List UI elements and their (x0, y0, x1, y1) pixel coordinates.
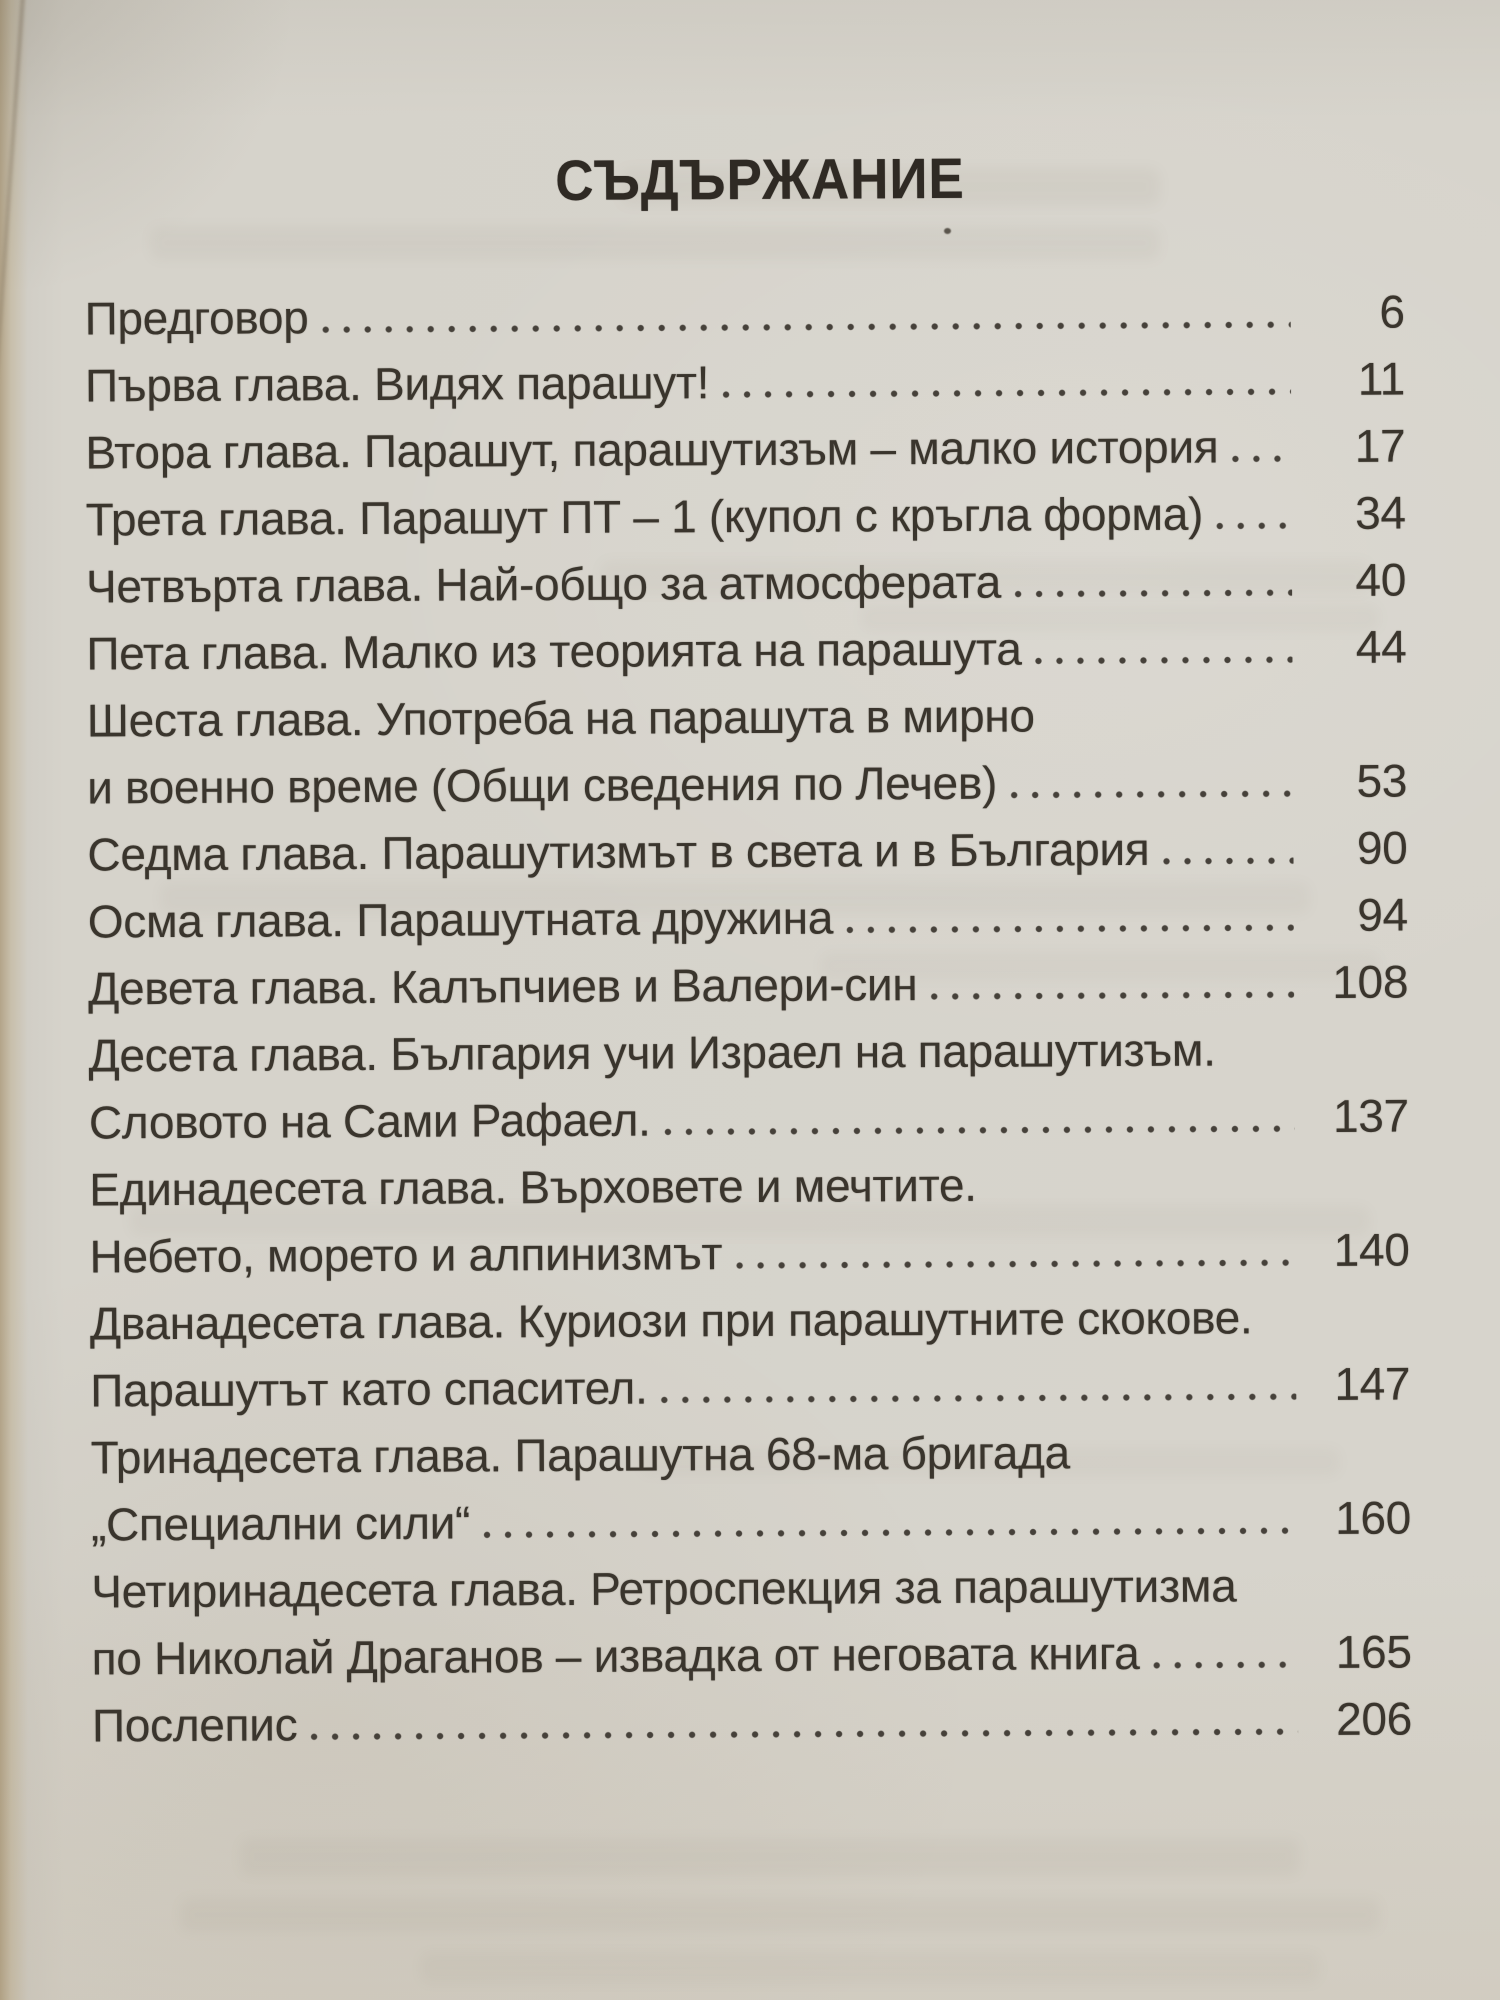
toc-entry-page-number: 11 (1357, 352, 1406, 405)
toc-entry: „Специални сили“ 160 (91, 1485, 1411, 1559)
toc-entry: Парашутът като спасител. 147 (90, 1351, 1410, 1425)
toc-entry: Четвърта глава. Най-общо за атмосферата … (86, 547, 1406, 621)
dot-leader (1162, 856, 1294, 866)
bleed-through-band (240, 1838, 1300, 1876)
toc-entry-title: Четиринадесета глава. Ретроспекция за па… (91, 1559, 1237, 1618)
toc-entry-page-number: 90 (1356, 821, 1408, 874)
dot-leader (1152, 1660, 1298, 1670)
dot-leader (660, 1392, 1297, 1405)
toc-entry-page-number: 53 (1356, 754, 1408, 807)
ink-speck (944, 228, 951, 234)
toc-entry: Девета глава. Калъпчиев и Валери-син 108 (88, 949, 1408, 1023)
toc-entry-title: Втора глава. Парашут, парашутизъм – малк… (85, 420, 1219, 479)
dot-leader (321, 320, 1291, 335)
toc-entry-title: Шеста глава. Употреба на парашута в мирн… (86, 689, 1035, 747)
toc-list: Предговор 6 Първа глава. Видях парашут! … (84, 279, 1413, 1760)
bleed-through-band (150, 226, 1160, 260)
toc-entry: Шеста глава. Употреба на парашута в мирн… (87, 681, 1407, 755)
toc-entry-title: Парашутът като спасител. (90, 1361, 648, 1417)
toc-entry-title: Тринадесета глава. Парашутна 68-ма брига… (90, 1426, 1071, 1484)
dot-leader (1216, 521, 1292, 531)
toc-entry-title: и военно време (Общи сведения по Лечев) (86, 756, 998, 814)
toc-entry-title: Девета глава. Калъпчиев и Валери-син (88, 958, 918, 1015)
toc-entry: по Николай Драганов – извадка от неговат… (92, 1619, 1412, 1693)
toc-entry: и военно време (Общи сведения по Лечев) … (87, 748, 1407, 822)
toc-entry-title: Небето, морето и алпинизмът (89, 1227, 723, 1283)
toc-entry: Предговор 6 (84, 279, 1405, 353)
dot-leader (1014, 588, 1293, 599)
toc-entry: Четиринадесета глава. Ретроспекция за па… (91, 1552, 1411, 1626)
toc-entry-title: Единадесета глава. Върховете и мечтите. (89, 1158, 977, 1216)
toc-entry-title: Осма глава. Парашутната дружина (87, 891, 834, 948)
bleed-through-band (160, 882, 1310, 914)
toc-entry-page-number: 137 (1332, 1089, 1409, 1142)
toc-entry: Дванадесета глава. Куриози при парашутни… (90, 1284, 1410, 1358)
toc-entry-title: Пета глава. Малко из теорията на парашут… (86, 622, 1022, 680)
toc-entry-title: Трета глава. Парашут ПТ – 1 (купол с кръ… (85, 487, 1204, 546)
toc-entry-page-number: 44 (1355, 620, 1407, 673)
table-of-contents: СЪДЪРЖАНИЕ Предговор 6 Първа глава. Видя… (84, 146, 1413, 1760)
dot-leader (722, 387, 1292, 400)
dot-leader (663, 1124, 1295, 1137)
toc-entry-title: Дванадесета глава. Куриози при парашутни… (89, 1291, 1253, 1350)
toc-entry-title: Предговор (84, 291, 309, 345)
page-title: СЪДЪРЖАНИЕ (555, 146, 965, 213)
toc-entry-title: Седма глава. Парашутизмът в света и в Бъ… (87, 822, 1150, 881)
dot-leader (310, 1727, 1299, 1742)
toc-entry: Послепис 206 (92, 1686, 1412, 1760)
toc-entry: Осма глава. Парашутната дружина 94 (88, 882, 1408, 956)
dot-leader (483, 1526, 1298, 1540)
toc-entry-page-number: 140 (1333, 1223, 1410, 1276)
toc-entry-title: „Специални сили“ (90, 1496, 471, 1551)
toc-entry-title: Послепис (91, 1698, 298, 1752)
dot-leader (1010, 789, 1294, 800)
toc-entry-page-number: 94 (1357, 888, 1408, 941)
toc-entry: Първа глава. Видях парашут! 11 (85, 346, 1405, 420)
toc-entry: Словото на Сами Рафаел. 137 (89, 1083, 1409, 1157)
bleed-through-band (620, 168, 1160, 206)
toc-entry-page-number: 40 (1355, 553, 1407, 606)
toc-entry: Втора глава. Парашут, парашутизъм – малк… (85, 413, 1405, 487)
toc-entry-page-number: 206 (1336, 1692, 1413, 1745)
bleed-through-band (640, 1448, 1340, 1476)
bleed-through-band (420, 1952, 1320, 1984)
toc-entry-page-number: 160 (1334, 1491, 1412, 1544)
toc-entry: Десета глава. България учи Израел на пар… (88, 1016, 1408, 1090)
page-crease (0, 0, 26, 938)
toc-entry: Единадесета глава. Върховете и мечтите. (89, 1150, 1409, 1224)
toc-entry-title: по Николай Драганов – извадка от неговат… (91, 1626, 1140, 1685)
toc-entry-page-number: 17 (1354, 419, 1406, 472)
dot-leader (1231, 454, 1292, 464)
toc-entry-page-number: 165 (1335, 1625, 1412, 1678)
toc-entry-page-number: 108 (1332, 955, 1409, 1008)
toc-entry: Пета глава. Малко из теорията на парашут… (86, 614, 1406, 688)
dot-leader (930, 990, 1295, 1002)
toc-entry-page-number: 34 (1354, 486, 1406, 539)
toc-entry-title: Четвърта глава. Най-общо за атмосферата (85, 555, 1002, 613)
toc-entry-page-number: 6 (1379, 285, 1405, 338)
bleed-through-band (820, 952, 1380, 980)
toc-entry-page-number: 147 (1334, 1357, 1411, 1410)
toc-entry-title: Първа глава. Видях парашут! (84, 356, 710, 412)
dot-leader (735, 1258, 1296, 1271)
toc-entry: Седма глава. Парашутизмът в света и в Бъ… (87, 815, 1407, 889)
toc-entry: Тринадесета глава. Парашутна 68-ма брига… (90, 1418, 1410, 1492)
toc-entry: Трета глава. Парашут ПТ – 1 (купол с кръ… (86, 480, 1406, 554)
bleed-through-band (130, 1206, 1370, 1236)
bleed-through-band (860, 604, 1380, 632)
dot-leader (1034, 655, 1293, 666)
dot-leader (846, 923, 1294, 935)
toc-entry-title: Десета глава. България учи Израел на пар… (88, 1023, 1216, 1082)
bleed-through-band (180, 1898, 1380, 1932)
toc-entry: Небето, морето и алпинизмът 140 (89, 1217, 1409, 1291)
toc-entry-title: Словото на Сами Рафаел. (88, 1093, 651, 1149)
